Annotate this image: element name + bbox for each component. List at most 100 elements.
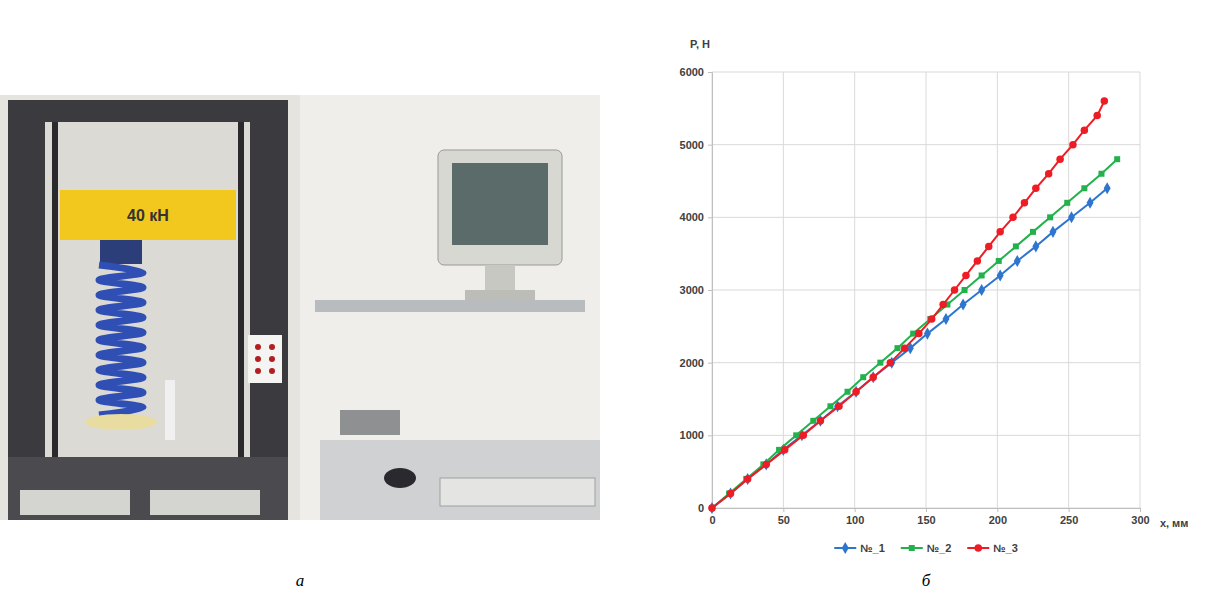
tick-mark [708,145,712,146]
panel-label: б [922,571,931,590]
data-point [887,359,894,366]
crosshead-label: 40 кН [127,207,169,224]
column [52,122,58,457]
tick: 50 [778,508,790,526]
tick-mark [708,435,712,436]
x-axis: 0 50 100 150 200 250 300 [709,508,1149,526]
panel-label: а [296,571,305,590]
machine-opening [45,122,250,457]
tick-mark [708,363,712,364]
table [320,440,600,520]
tick: 250 [1060,508,1078,526]
data-point [781,446,788,453]
tick-label: 0 [698,502,704,514]
data-point [997,269,1004,281]
button [255,344,261,350]
mouse [384,468,416,488]
machine-base [8,457,288,520]
button [269,344,275,350]
tick-label: 5000 [680,139,704,151]
data-point [951,286,958,293]
data-point [1032,240,1039,252]
data-point [1009,214,1016,221]
monitor [438,150,562,265]
data-point [1045,170,1052,177]
data-point [985,243,992,250]
data-point [1014,255,1021,267]
spring [99,265,143,415]
data-point [853,386,860,398]
data-point [962,272,969,279]
legend-marker [909,545,915,551]
base-plate [20,490,130,515]
grid-line [1140,72,1141,508]
axis-title: x, мм [1160,517,1189,529]
axis-line [713,509,1141,513]
data-point [709,502,716,514]
tick: 6000 [680,66,712,78]
data-point [870,371,877,383]
data-point [1098,171,1104,177]
tick-mark [997,508,998,512]
button [269,356,275,362]
data-point [1069,141,1076,148]
tick-label: 50 [778,514,790,526]
tick-label: 300 [1131,514,1149,526]
data-point [962,287,968,293]
rod [165,380,175,440]
grid [712,72,1140,508]
desk [315,300,585,312]
tick: 1000 [680,429,712,441]
data-point [1047,214,1053,220]
legend-item: №_2 [901,542,952,554]
data-point [1081,185,1087,191]
grid-line [926,72,927,508]
tick: 100 [846,508,864,526]
data-point [1021,199,1028,206]
legend-label: №_1 [860,542,885,554]
tick: 150 [917,508,935,526]
data-point [860,374,866,380]
tick: 2000 [680,357,712,369]
data-point [915,330,922,337]
legend-item: №_3 [967,542,1018,554]
data-point [1056,155,1063,162]
grid-line [1068,72,1069,508]
tick-label: 2000 [680,357,704,369]
axis-title: P, Н [690,38,710,50]
tick-label: 200 [989,514,1007,526]
data-point [901,344,908,351]
legend-marker [975,544,982,551]
data-point [744,475,751,482]
data-point [979,272,985,278]
tick-mark [708,217,712,218]
data-point [1049,226,1056,238]
tick: 5000 [680,139,712,151]
data-point [810,418,816,424]
data-point [996,228,1003,235]
data-point [1081,126,1088,133]
tick-mark [926,508,927,512]
tick-label: 3000 [680,284,704,296]
grid-line [783,72,784,508]
data-point [817,417,824,424]
data-point [727,490,734,497]
data-point [869,373,876,380]
tick-label: 6000 [680,66,704,78]
data-point [996,258,1002,264]
wall [300,95,600,520]
tick-mark [783,508,784,512]
legend-item: №_1 [834,542,885,554]
y-axis: 0100020003000400050006000 [680,66,713,514]
tick-mark [1069,508,1070,512]
data-point [1101,97,1108,104]
data-point [1032,185,1039,192]
tick-mark [855,508,856,512]
tick: 3000 [680,284,712,296]
data-point [708,504,715,511]
page: 40 кНа0100020003000400050006000050100150… [0,0,1219,596]
legend: №_1 №_2 №_3 [834,542,1018,554]
control-panel [248,335,282,383]
tick-label: 0 [709,514,715,526]
spring-base [85,414,157,430]
